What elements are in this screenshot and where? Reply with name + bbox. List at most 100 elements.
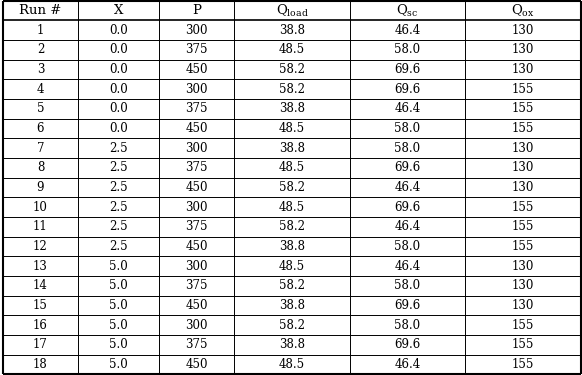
Text: 5.0: 5.0 [109, 319, 128, 332]
Text: 300: 300 [185, 142, 208, 154]
Text: 0.0: 0.0 [109, 24, 128, 37]
Text: 300: 300 [185, 319, 208, 332]
Text: 38.8: 38.8 [279, 142, 305, 154]
Text: 6: 6 [37, 122, 44, 135]
Text: 130: 130 [512, 161, 534, 174]
Text: 375: 375 [185, 161, 208, 174]
Text: 69.6: 69.6 [395, 201, 421, 214]
Text: 48.5: 48.5 [279, 122, 305, 135]
Text: 5.0: 5.0 [109, 338, 128, 351]
Text: 38.8: 38.8 [279, 299, 305, 312]
Text: 46.4: 46.4 [395, 102, 421, 116]
Text: 375: 375 [185, 102, 208, 116]
Text: 300: 300 [185, 24, 208, 37]
Text: 4: 4 [37, 83, 44, 96]
Text: 155: 155 [512, 338, 534, 351]
Text: 5: 5 [37, 102, 44, 116]
Text: 58.2: 58.2 [279, 83, 305, 96]
Text: 2.5: 2.5 [109, 201, 128, 214]
Text: 58.0: 58.0 [395, 122, 421, 135]
Text: 8: 8 [37, 161, 44, 174]
Text: 17: 17 [33, 338, 48, 351]
Text: 69.6: 69.6 [395, 161, 421, 174]
Text: 2.5: 2.5 [109, 142, 128, 154]
Text: 58.0: 58.0 [395, 142, 421, 154]
Text: 450: 450 [185, 63, 208, 76]
Text: 14: 14 [33, 279, 48, 292]
Text: 450: 450 [185, 358, 208, 371]
Text: 0.0: 0.0 [109, 102, 128, 116]
Text: 9: 9 [37, 181, 44, 194]
Text: 450: 450 [185, 299, 208, 312]
Text: 58.0: 58.0 [395, 44, 421, 56]
Text: 0.0: 0.0 [109, 122, 128, 135]
Text: 58.2: 58.2 [279, 319, 305, 332]
Text: 5.0: 5.0 [109, 279, 128, 292]
Text: 7: 7 [37, 142, 44, 154]
Text: 16: 16 [33, 319, 48, 332]
Text: 450: 450 [185, 122, 208, 135]
Text: 155: 155 [512, 240, 534, 253]
Text: 0.0: 0.0 [109, 63, 128, 76]
Text: 5.0: 5.0 [109, 260, 128, 273]
Text: 130: 130 [512, 142, 534, 154]
Text: 450: 450 [185, 240, 208, 253]
Text: 155: 155 [512, 220, 534, 233]
Text: X: X [114, 4, 123, 17]
Text: 58.2: 58.2 [279, 63, 305, 76]
Text: 18: 18 [33, 358, 48, 371]
Text: 13: 13 [33, 260, 48, 273]
Text: 155: 155 [512, 201, 534, 214]
Text: 2.5: 2.5 [109, 220, 128, 233]
Text: 69.6: 69.6 [395, 338, 421, 351]
Text: 130: 130 [512, 24, 534, 37]
Text: 11: 11 [33, 220, 48, 233]
Text: 48.5: 48.5 [279, 44, 305, 56]
Text: 2: 2 [37, 44, 44, 56]
Text: 130: 130 [512, 260, 534, 273]
Text: 300: 300 [185, 201, 208, 214]
Text: 38.8: 38.8 [279, 240, 305, 253]
Text: 1: 1 [37, 24, 44, 37]
Text: $\mathregular{Q_{ox}}$: $\mathregular{Q_{ox}}$ [511, 3, 535, 19]
Text: 58.2: 58.2 [279, 279, 305, 292]
Text: 375: 375 [185, 44, 208, 56]
Text: 69.6: 69.6 [395, 63, 421, 76]
Text: 58.0: 58.0 [395, 319, 421, 332]
Text: 130: 130 [512, 299, 534, 312]
Text: 0.0: 0.0 [109, 44, 128, 56]
Text: 58.2: 58.2 [279, 181, 305, 194]
Text: 46.4: 46.4 [395, 358, 421, 371]
Text: 58.0: 58.0 [395, 279, 421, 292]
Text: 375: 375 [185, 338, 208, 351]
Text: 69.6: 69.6 [395, 299, 421, 312]
Text: 375: 375 [185, 279, 208, 292]
Text: 48.5: 48.5 [279, 161, 305, 174]
Text: 58.0: 58.0 [395, 240, 421, 253]
Text: $\mathregular{Q_{sc}}$: $\mathregular{Q_{sc}}$ [396, 3, 418, 19]
Text: 58.2: 58.2 [279, 220, 305, 233]
Text: $\mathregular{Q_{load}}$: $\mathregular{Q_{load}}$ [275, 3, 308, 19]
Text: 5.0: 5.0 [109, 299, 128, 312]
Text: 300: 300 [185, 83, 208, 96]
Text: 2.5: 2.5 [109, 161, 128, 174]
Text: 12: 12 [33, 240, 48, 253]
Text: 38.8: 38.8 [279, 24, 305, 37]
Text: 2.5: 2.5 [109, 181, 128, 194]
Text: 155: 155 [512, 102, 534, 116]
Text: 46.4: 46.4 [395, 181, 421, 194]
Text: 46.4: 46.4 [395, 24, 421, 37]
Text: 48.5: 48.5 [279, 260, 305, 273]
Text: 46.4: 46.4 [395, 220, 421, 233]
Text: P: P [192, 4, 201, 17]
Text: 48.5: 48.5 [279, 358, 305, 371]
Text: 15: 15 [33, 299, 48, 312]
Text: 48.5: 48.5 [279, 201, 305, 214]
Text: 155: 155 [512, 83, 534, 96]
Text: 130: 130 [512, 63, 534, 76]
Text: 10: 10 [33, 201, 48, 214]
Text: 69.6: 69.6 [395, 83, 421, 96]
Text: 5.0: 5.0 [109, 358, 128, 371]
Text: 155: 155 [512, 358, 534, 371]
Text: Run #: Run # [19, 4, 62, 17]
